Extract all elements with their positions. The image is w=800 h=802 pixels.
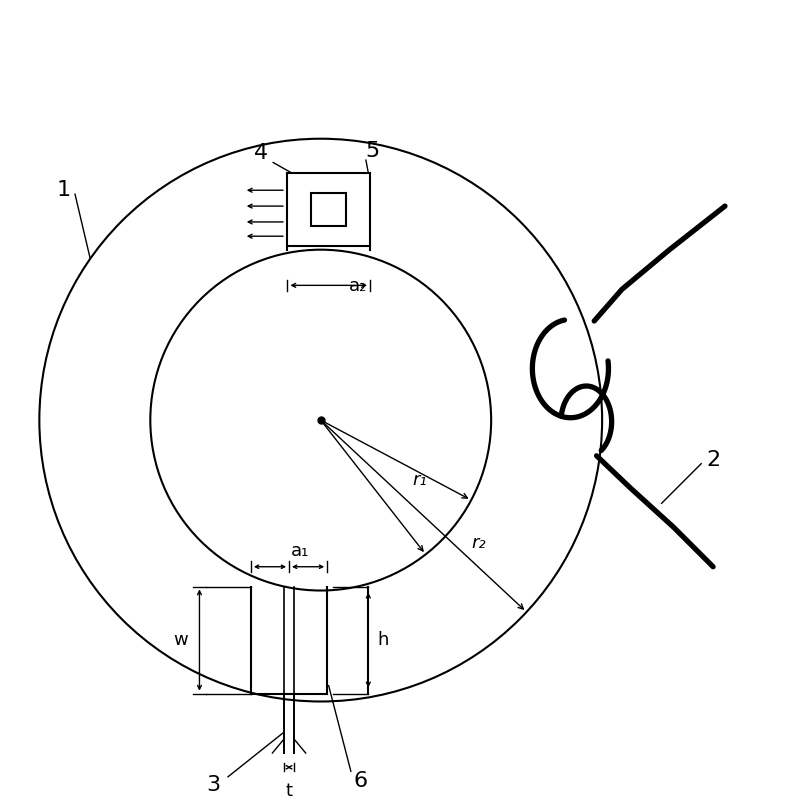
Text: 5: 5: [365, 140, 379, 160]
Text: 3: 3: [206, 775, 221, 795]
Text: a₁: a₁: [291, 542, 310, 561]
Text: r₁: r₁: [412, 471, 426, 488]
Bar: [311, 192, 346, 226]
Text: r₂: r₂: [471, 534, 486, 552]
Text: 1: 1: [56, 180, 70, 200]
Text: 2: 2: [706, 450, 720, 470]
Text: h: h: [378, 631, 389, 649]
Text: 4: 4: [254, 143, 268, 163]
Text: t: t: [286, 781, 293, 800]
Bar: [287, 172, 370, 245]
Text: 6: 6: [354, 771, 367, 791]
Text: w: w: [173, 631, 187, 649]
Text: a₂: a₂: [350, 277, 368, 295]
